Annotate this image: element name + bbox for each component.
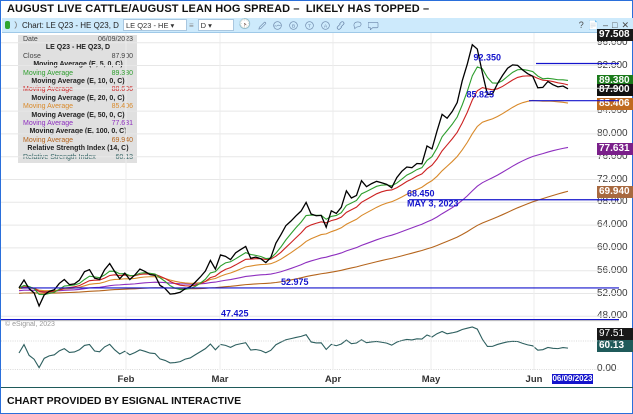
svg-text:47.425: 47.425	[221, 309, 249, 319]
svg-text:52.975: 52.975	[281, 277, 309, 287]
svg-text:68.450: 68.450	[407, 189, 435, 199]
svg-text:92.350: 92.350	[473, 53, 501, 63]
svg-text:MAY 3, 2023: MAY 3, 2023	[407, 199, 459, 209]
svg-text:85.825: 85.825	[466, 90, 494, 100]
svg-text:T: T	[308, 23, 311, 29]
